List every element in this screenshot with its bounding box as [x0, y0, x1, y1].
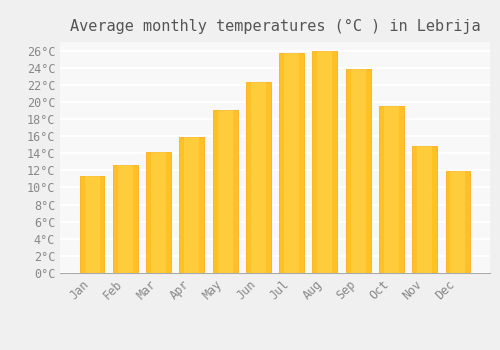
Bar — [318, 50, 332, 273]
Bar — [284, 53, 299, 273]
Bar — [412, 146, 437, 273]
Bar — [279, 53, 304, 273]
Bar — [450, 171, 466, 273]
Bar — [417, 146, 432, 273]
Bar — [384, 106, 399, 273]
Bar — [146, 152, 171, 273]
Bar — [312, 50, 338, 273]
Bar — [251, 82, 266, 273]
Bar — [84, 176, 100, 273]
Bar — [218, 111, 232, 273]
Bar — [80, 176, 104, 273]
Bar — [379, 106, 404, 273]
Bar — [184, 137, 200, 273]
Bar — [346, 69, 370, 273]
Bar — [113, 165, 138, 273]
Bar — [446, 171, 470, 273]
Bar — [118, 165, 133, 273]
Bar — [246, 82, 271, 273]
Bar — [151, 152, 166, 273]
Title: Average monthly temperatures (°C ) in Lebrija: Average monthly temperatures (°C ) in Le… — [70, 19, 480, 34]
Bar — [350, 69, 366, 273]
Bar — [212, 111, 238, 273]
Bar — [180, 137, 204, 273]
